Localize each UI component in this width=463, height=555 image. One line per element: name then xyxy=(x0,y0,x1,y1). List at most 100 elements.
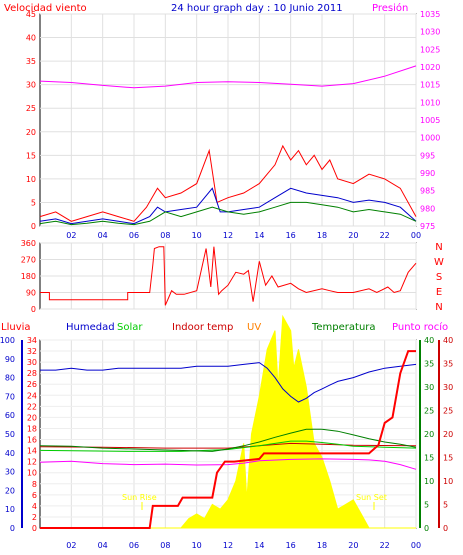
solar-area xyxy=(40,314,416,529)
rain-tick-label: 8 xyxy=(32,480,37,489)
x-tick-label: 20 xyxy=(348,541,358,550)
rain-tick-label: 28 xyxy=(27,369,37,378)
x-tick-label: 18 xyxy=(317,231,327,240)
legend-item: Lluvia xyxy=(1,322,31,333)
x-tick-label: 16 xyxy=(286,541,296,550)
rain-tick-label: 24 xyxy=(27,391,37,400)
wind-gridlines xyxy=(40,13,417,227)
right-tick-label: 975 xyxy=(420,222,435,231)
average-wind-line xyxy=(39,201,417,226)
rain-tick-label: 20 xyxy=(27,413,37,422)
rain-tick-label: 34 xyxy=(27,336,37,345)
legend-item: Solar xyxy=(117,322,143,333)
direction-line xyxy=(40,246,417,306)
x-tick-label: 02 xyxy=(66,541,76,550)
left-tick-label: 30 xyxy=(26,81,36,90)
temperature-tick-label: 25 xyxy=(424,407,434,416)
x-tick-label: 22 xyxy=(380,541,390,550)
compass-letter: W xyxy=(434,257,444,268)
wind-left-ticks: 0 5 10 15 20 25 30 35 40 45 xyxy=(26,10,36,231)
x-tick-label: 02 xyxy=(66,231,76,240)
dewpoint-tick-label: 15 xyxy=(443,454,453,463)
direction-gridlines xyxy=(40,242,417,310)
rain-tick-label: 14 xyxy=(27,447,37,456)
temperature-line xyxy=(39,428,417,452)
left-tick-label: 15 xyxy=(26,151,36,160)
humidity-tick-label: 60 xyxy=(5,411,15,420)
x-tick-label: 08 xyxy=(160,231,170,240)
rain-tick-label: 0 xyxy=(32,524,37,533)
right-tick-label: 1015 xyxy=(420,81,440,90)
humidity-tick-label: 10 xyxy=(5,505,15,514)
x-tick-label: 04 xyxy=(98,541,108,550)
x-tick-label: 14 xyxy=(254,541,264,550)
gust-line xyxy=(39,144,417,222)
left-tick-label: 40 xyxy=(26,34,36,43)
direction-tick-label: 0 xyxy=(31,305,36,314)
dewpoint-tick-label: 0 xyxy=(443,524,448,533)
x-tick-label: 00 xyxy=(411,541,421,550)
temperature-tick-label: 10 xyxy=(424,477,434,486)
legend-item: Indoor temp xyxy=(172,322,233,333)
right-tick-label: 995 xyxy=(420,151,435,160)
right-tick-label: 1035 xyxy=(420,10,440,19)
x-tick-label: 12 xyxy=(223,541,233,550)
climate-axis-ticks: 0102030405060708090100024681012141618202… xyxy=(0,336,453,533)
temperature-tick-label: 40 xyxy=(424,336,434,345)
right-axis-label: Presión xyxy=(372,2,408,14)
x-tick-label: 06 xyxy=(129,541,139,550)
humidity-tick-label: 50 xyxy=(5,430,15,439)
temperature-tick-label: 5 xyxy=(424,501,429,510)
direction-tick-label: 180 xyxy=(21,272,36,281)
temperature-tick-label: 35 xyxy=(424,360,434,369)
rain-tick-label: 18 xyxy=(27,424,37,433)
x-tick-label: 20 xyxy=(348,231,358,240)
rain-tick-label: 22 xyxy=(27,402,37,411)
solar-line xyxy=(39,440,417,452)
humidity-tick-label: 30 xyxy=(5,468,15,477)
dewpoint-tick-label: 25 xyxy=(443,407,453,416)
dewpoint-tick-label: 20 xyxy=(443,430,453,439)
x-tick-label: 00 xyxy=(411,231,421,240)
temperature-tick-label: 0 xyxy=(424,524,429,533)
humidity-tick-label: 80 xyxy=(5,374,15,383)
chart-title: 24 hour graph day : 10 Junio 2011 xyxy=(171,3,343,14)
legend-item: Temperatura xyxy=(311,322,376,333)
humidity-tick-label: 0 xyxy=(10,524,15,533)
legend-item: Punto rocío xyxy=(392,321,448,333)
x-tick-label: 16 xyxy=(286,231,296,240)
humidity-tick-label: 20 xyxy=(5,486,15,495)
x-tick-label: 14 xyxy=(254,231,264,240)
direction-tick-label: 270 xyxy=(21,256,36,265)
temperature-tick-label: 30 xyxy=(424,383,434,392)
dewpoint-line xyxy=(39,458,417,470)
sunset-annotation: Sun Set xyxy=(356,493,387,502)
temperature-tick-label: 15 xyxy=(424,454,434,463)
left-tick-label: 35 xyxy=(26,57,36,66)
left-tick-label: 20 xyxy=(26,128,36,137)
dewpoint-tick-label: 5 xyxy=(443,501,448,510)
left-axis-label: Velocidad viento xyxy=(4,3,87,14)
rain-tick-label: 4 xyxy=(32,502,37,511)
right-tick-label: 1005 xyxy=(420,116,440,125)
left-tick-label: 5 xyxy=(31,198,36,207)
wind-x-ticks: 02 04 06 08 10 12 14 16 18 20 22 00 xyxy=(66,231,421,240)
humidity-tick-label: 70 xyxy=(5,392,15,401)
dewpoint-tick-label: 30 xyxy=(443,383,453,392)
legend: Lluvia Humedad Solar Indoor temp UV Temperatu… xyxy=(1,321,448,333)
right-tick-label: 1030 xyxy=(420,28,440,37)
compass-letter: N xyxy=(435,302,442,313)
x-tick-label: 18 xyxy=(317,541,327,550)
pressure-line xyxy=(39,65,417,89)
left-tick-label: 45 xyxy=(26,10,36,19)
right-tick-label: 1020 xyxy=(420,63,440,72)
x-tick-label: 10 xyxy=(192,541,202,550)
dewpoint-tick-label: 35 xyxy=(443,360,453,369)
right-tick-label: 1025 xyxy=(420,45,440,54)
x-tick-label: 06 xyxy=(129,231,139,240)
rain-tick-label: 10 xyxy=(27,469,37,478)
rain-line xyxy=(40,350,416,529)
direction-tick-label: 360 xyxy=(21,239,36,248)
